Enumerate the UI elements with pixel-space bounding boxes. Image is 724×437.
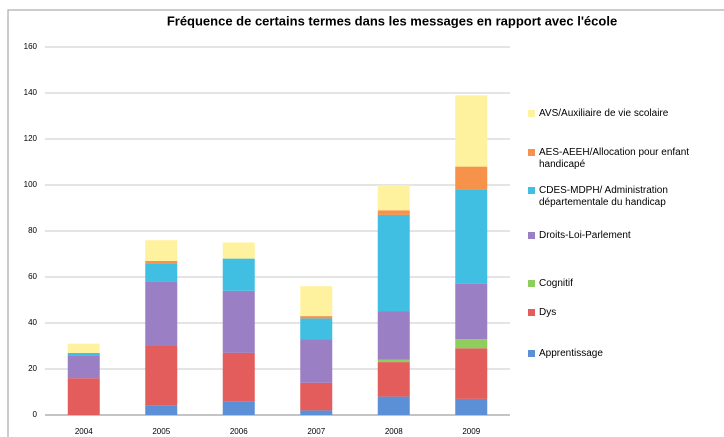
bar-segment — [222, 258, 255, 291]
legend-label: AES-AEEH/Allocation pour enfant handicap… — [539, 147, 690, 170]
bar-segment — [145, 260, 178, 264]
bar-segment — [300, 316, 333, 319]
bar-segment — [67, 343, 100, 353]
bar-segment — [145, 405, 178, 415]
y-tick-label: 80 — [28, 226, 37, 235]
y-tick-label: 40 — [28, 318, 37, 327]
x-tick-label: 2004 — [75, 427, 93, 436]
bar-segment — [455, 348, 488, 399]
legend-swatch — [528, 232, 535, 239]
bar-segment — [222, 290, 255, 353]
y-tick-label: 100 — [24, 180, 38, 189]
bar-segment — [145, 346, 178, 406]
bar-segment — [377, 359, 410, 363]
legend-item: Dys — [528, 307, 724, 319]
legend-label: Apprentissage — [539, 348, 603, 359]
y-tick-label: 160 — [24, 42, 38, 51]
bar-segment — [455, 189, 488, 284]
legend-item: Cognitif — [528, 278, 724, 290]
bar-segment — [67, 378, 100, 415]
bar-segment — [455, 95, 488, 167]
chart-border — [7, 9, 724, 437]
bar-segment — [145, 263, 178, 282]
bar-segment — [222, 242, 255, 259]
bar-segment — [455, 398, 488, 415]
bar-segment — [300, 286, 333, 317]
legend-swatch — [528, 309, 535, 316]
bar-segment — [145, 240, 178, 261]
bar-segment — [377, 185, 410, 211]
legend-swatch — [528, 280, 535, 287]
bar-segment — [222, 352, 255, 402]
legend-swatch — [528, 110, 535, 117]
bar-segment — [377, 396, 410, 415]
bar-segment — [377, 311, 410, 360]
legend-item: AES-AEEH/Allocation pour enfant handicap… — [528, 147, 724, 171]
legend-swatch — [528, 187, 535, 194]
bar-segment — [455, 283, 488, 340]
bar-segment — [455, 166, 488, 190]
legend-label: Droits-Loi-Parlement — [539, 230, 631, 241]
y-tick-label: 20 — [28, 364, 37, 373]
bar-segment — [67, 355, 100, 379]
y-tick-label: 60 — [28, 272, 37, 281]
y-tick-label: 0 — [33, 410, 38, 419]
bar-segment — [300, 382, 333, 411]
bar-segment — [455, 339, 488, 349]
legend-label: AVS/Auxiliaire de vie scolaire — [539, 108, 669, 119]
legend-item: AVS/Auxiliaire de vie scolaire — [528, 108, 724, 120]
legend-swatch — [528, 350, 535, 357]
bar-segment — [377, 362, 410, 397]
y-tick-label: 140 — [24, 88, 38, 97]
legend-item: Droits-Loi-Parlement — [528, 230, 724, 242]
bar-segment — [300, 410, 333, 415]
y-tick-label: 120 — [24, 134, 38, 143]
legend-item: CDES-MDPH/ Administration départementale… — [528, 185, 724, 209]
bar-segment — [222, 401, 255, 415]
x-tick-label: 2006 — [230, 427, 248, 436]
x-tick-label: 2005 — [152, 427, 170, 436]
legend-label: CDES-MDPH/ Administration départementale… — [539, 185, 668, 208]
x-tick-label: 2008 — [385, 427, 403, 436]
legend-label: Dys — [539, 307, 557, 318]
bar-segment — [377, 210, 410, 215]
legend-label: Cognitif — [539, 278, 573, 289]
legend-item: Apprentissage — [528, 348, 724, 360]
x-tick-label: 2009 — [462, 427, 480, 436]
x-tick-label: 2007 — [307, 427, 325, 436]
bar-segment — [300, 318, 333, 340]
bar-segment — [300, 339, 333, 383]
bar-segment — [145, 281, 178, 346]
bar-segment — [67, 352, 100, 356]
bar-segment — [377, 214, 410, 312]
legend-swatch — [528, 149, 535, 156]
chart-title: Fréquence de certains termes dans les me… — [167, 13, 617, 28]
